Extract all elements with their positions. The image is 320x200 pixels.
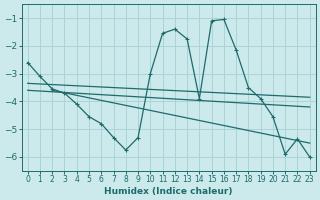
X-axis label: Humidex (Indice chaleur): Humidex (Indice chaleur) xyxy=(104,187,233,196)
